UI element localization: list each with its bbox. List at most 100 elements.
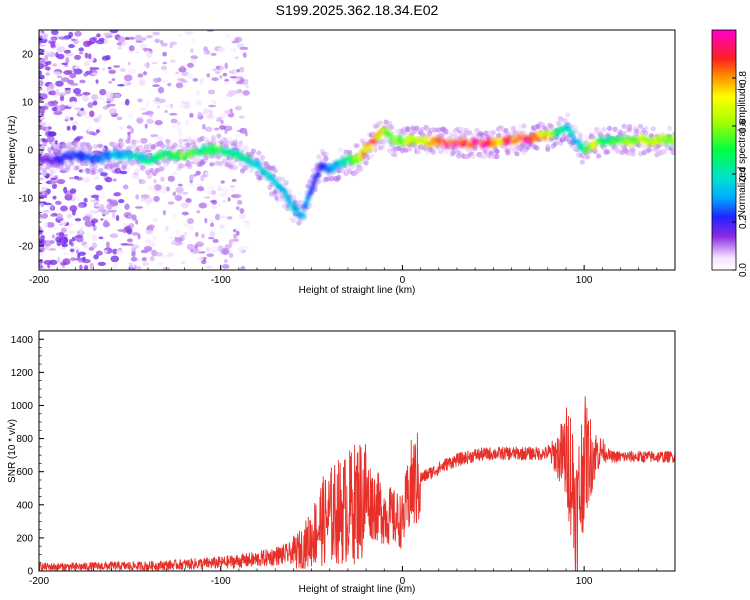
spectral-noise-blob [130,267,136,270]
spectral-noise-blob [108,107,118,115]
spectral-halo-blob [439,132,446,138]
spectral-halo-blob [125,138,131,144]
spectral-noise-blob [90,194,100,199]
spectral-halo-blob [259,154,266,161]
spectral-noise-blob [39,258,44,264]
spectral-ridge-cell [671,136,675,142]
spectral-noise-blob [67,230,77,235]
spectral-noise-blob [128,36,135,40]
spectral-noise-blob [56,53,65,60]
spectral-halo-blob [372,143,378,149]
spectral-noise-blob [192,174,197,177]
spectral-noise-blob [95,184,103,191]
y-tick-label: 1000 [11,401,34,412]
colorbar-label: Normalized spectral amplitude [737,82,748,217]
spectral-noise-blob [207,236,215,240]
spectral-halo-blob [621,131,627,137]
spectral-halo-blob [185,159,191,165]
spectral-noise-blob [219,75,223,79]
y-tick-label: 1200 [11,368,34,379]
spectral-noise-blob [103,219,108,225]
spectral-ridge-cell [59,158,65,164]
spectral-noise-blob [196,90,200,96]
spectral-noise-blob [39,80,44,87]
spectral-ridge-cell [309,184,315,191]
spectral-noise-blob [83,265,89,270]
spectral-halo-blob [305,183,311,189]
spectral-halo-blob [590,134,596,140]
spectral-noise-blob [190,48,194,54]
spectral-noise-blob [89,110,95,118]
spectral-ridge-cell [304,200,309,206]
spectral-noise-blob [175,186,185,193]
spectral-noise-blob [100,47,105,51]
spectral-noise-blob [117,36,126,43]
spectral-noise-blob [67,223,74,227]
spectral-halo-blob [316,179,322,185]
snr-y-ticks: 0 200 400 600 800 1000 1200 1400 [11,330,44,578]
spectral-noise-blob [113,93,121,98]
spectral-noise-blob [39,232,43,235]
spectral-noise-blob [117,228,126,233]
spectral-noise-blob [69,205,78,212]
spectral-noise-blob [63,251,69,256]
spectral-noise-blob [136,117,144,124]
spectral-halo-blob [363,160,369,166]
spectral-noise-blob [95,79,99,84]
x-tick-label: -100 [211,576,231,587]
spectral-noise-blob [109,30,119,34]
colorbar-ticks: 0.0 0.2 0.4 0.6 0.8 [732,71,749,277]
spectral-noise-blob [223,81,231,85]
x-tick-label: 0 [400,275,406,286]
spectral-ridge-cell [322,162,328,169]
spectral-noise-blob [138,79,146,86]
spectral-noise-blob [239,66,245,73]
spectral-noise-blob [139,115,144,119]
spectral-noise-blob [83,243,89,249]
spectral-noise-blob [77,251,87,256]
spectral-noise-blob [149,114,153,118]
spectral-noise-blob [56,133,61,137]
spectral-noise-blob [78,52,84,55]
spectral-noise-blob [141,112,149,116]
spectral-halo-blob [494,153,500,160]
spectral-noise-blob [238,115,245,119]
spectral-noise-blob [108,209,117,213]
spectral-halo-blob [496,132,502,139]
spectral-noise-blob [83,60,91,67]
spectral-noise-blob [39,89,48,93]
spectral-noise-blob [118,199,125,204]
spectral-noise-blob [167,201,175,205]
spectral-noise-blob [110,255,120,263]
spectral-noise-blob [236,230,240,236]
spectral-noise-blob [176,121,181,126]
spectral-noise-blob [100,172,108,177]
snr-x-ticks: -200 -100 0 100 [29,566,676,587]
spectral-noise-blob [201,233,205,239]
spectral-noise-blob [159,40,164,44]
spectral-halo-blob [443,148,449,154]
spectral-noise-blob [151,61,158,65]
spectral-noise-blob [64,87,71,91]
spectral-noise-blob [167,252,174,258]
spectral-noise-blob [92,72,99,76]
spectral-noise-blob [206,73,211,78]
spectral-halo-blob [368,153,375,159]
spectral-noise-blob [43,260,53,265]
spectral-ridge-cell [535,135,541,142]
spectral-halo-blob [69,160,75,166]
spectral-noise-blob [200,174,205,182]
spectral-noise-blob [42,209,51,213]
spectral-noise-blob [197,111,202,118]
spectral-noise-blob [50,213,56,217]
spectral-halo-blob [250,148,257,154]
spectral-noise-blob [162,209,167,216]
spectral-noise-blob [178,104,185,109]
spectral-noise-blob [134,206,144,209]
spectral-halo-blob [179,163,186,169]
spectral-ridge-cell [256,160,261,167]
spectral-noise-blob [91,242,98,249]
y-tick-label: 10 [22,98,34,109]
spectral-halo-blob [470,132,476,138]
spectral-halo-blob [114,163,120,169]
